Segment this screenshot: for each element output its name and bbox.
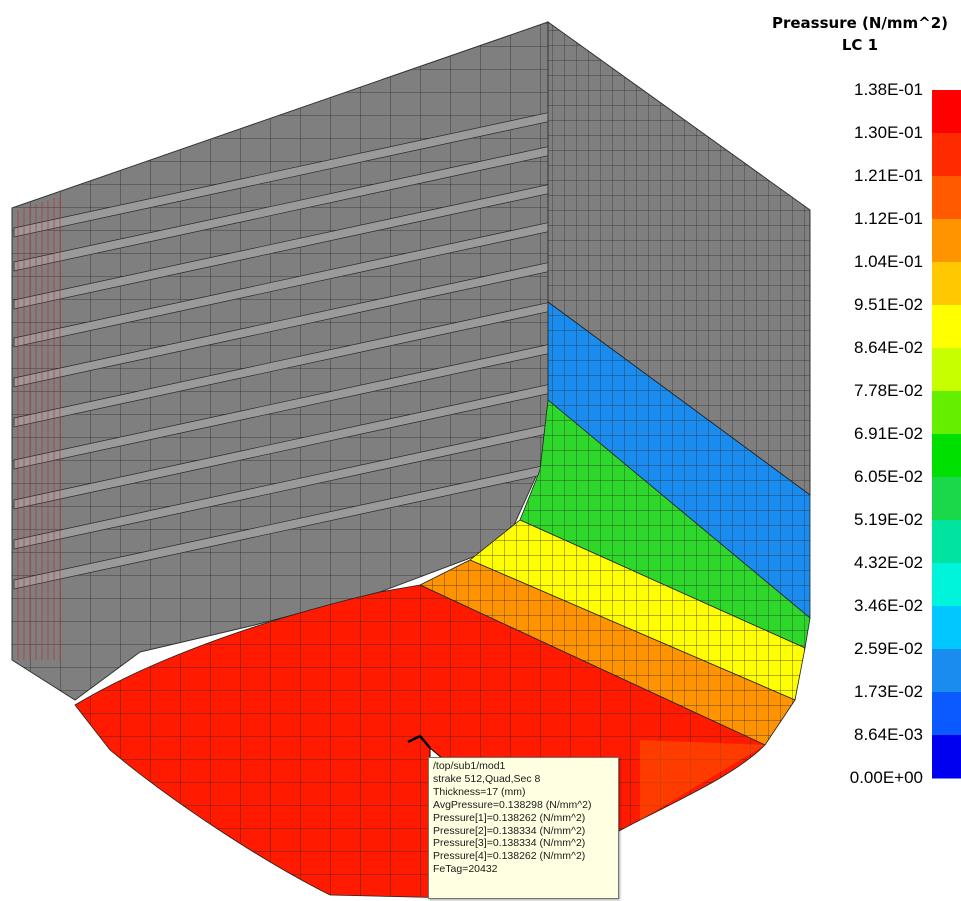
tooltip-line: Pressure[3]=0.138334 (N/mm^2)	[433, 837, 586, 850]
legend-color-swatch	[932, 90, 961, 134]
element-pick-marker[interactable]	[407, 734, 431, 749]
legend-tick-label: 2.59E-02	[854, 639, 923, 658]
legend-title: Preassure (N/mm^2) LC 1	[760, 12, 960, 56]
tooltip-line: Pressure[1]=0.138262 (N/mm^2)	[433, 811, 586, 824]
tooltip-line: FeTag=20432	[433, 863, 498, 876]
legend-color-swatch	[932, 262, 961, 306]
legend-color-swatch	[932, 133, 961, 177]
tooltip-line: /top/sub1/mod1	[433, 760, 506, 772]
legend-color-swatch	[932, 348, 961, 392]
legend-tick-label: 3.46E-02	[854, 596, 923, 615]
side-shell	[419, 21, 811, 746]
legend-tick-label: 0.00E+00	[849, 768, 923, 787]
tooltip-line: Pressure[4]=0.138262 (N/mm^2)	[433, 850, 586, 863]
legend-tick-label: 1.30E-01	[854, 123, 923, 142]
legend-color-swatch	[932, 219, 961, 263]
element-info-tooltip: /top/sub1/mod1 strake 512,Quad,Sec 8 Thick…	[428, 757, 619, 899]
legend-color-swatch	[932, 477, 961, 521]
longitudinal-stiffeners	[13, 28, 804, 660]
legend-tick-label: 1.21E-01	[854, 166, 923, 185]
legend-color-swatch	[932, 606, 961, 650]
legend-color-swatch	[932, 692, 961, 736]
legend-color-swatch	[932, 520, 961, 564]
legend-tick-label: 8.64E-03	[854, 725, 923, 744]
legend-tick-label: 6.91E-02	[854, 424, 923, 443]
legend-color-swatch	[932, 305, 961, 349]
tooltip-line: Pressure[2]=0.138334 (N/mm^2)	[433, 824, 586, 837]
legend-tick-label: 4.32E-02	[854, 553, 923, 572]
legend-color-swatch	[932, 735, 961, 779]
legend-colorbar	[932, 90, 961, 779]
legend-tick-label: 5.19E-02	[854, 510, 923, 529]
legend-tick-label: 8.64E-02	[854, 338, 923, 357]
tooltip-line: strake 512,Quad,Sec 8	[433, 772, 541, 785]
legend-color-swatch	[932, 391, 961, 435]
legend-color-swatch	[932, 434, 961, 478]
tooltip-line: AvgPressure=0.138298 (N/mm^2)	[433, 798, 592, 811]
legend-load-case: LC 1	[841, 36, 879, 54]
legend-color-swatch	[932, 563, 961, 607]
legend-tick-label: 1.73E-02	[854, 682, 923, 701]
tooltip-line: Thickness=17 (mm)	[433, 785, 526, 798]
legend-color-swatch	[932, 649, 961, 693]
legend-tick-label: 1.38E-01	[854, 80, 923, 99]
legend-tick-label: 6.05E-02	[854, 467, 923, 486]
legend-tick-label: 1.04E-01	[854, 252, 923, 271]
legend-tick-label: 1.12E-01	[854, 209, 923, 228]
inner-structure	[11, 21, 804, 701]
legend-title-text: Preassure (N/mm^2)	[771, 14, 949, 32]
legend-tick-label: 7.78E-02	[854, 381, 923, 400]
legend-color-swatch	[932, 176, 961, 220]
legend-tick-label: 9.51E-02	[854, 295, 923, 314]
